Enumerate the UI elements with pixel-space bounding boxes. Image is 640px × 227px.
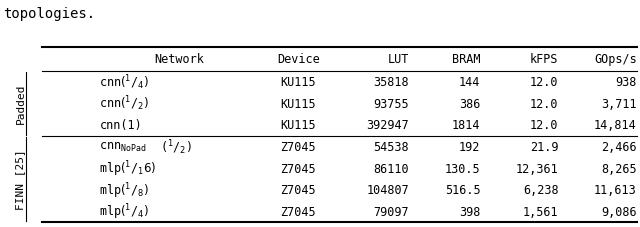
Text: 12.0: 12.0: [530, 119, 559, 132]
Text: 54538: 54538: [373, 140, 409, 153]
Text: 398: 398: [459, 205, 481, 218]
Text: $\mathtt{mlp}(^1\mathtt{/}_16)$: $\mathtt{mlp}(^1\mathtt{/}_16)$: [99, 159, 157, 178]
Text: 1814: 1814: [452, 119, 481, 132]
Text: kFPS: kFPS: [530, 53, 559, 66]
Text: 130.5: 130.5: [445, 162, 481, 175]
Text: 93755: 93755: [373, 97, 409, 110]
Text: topologies.: topologies.: [3, 7, 95, 21]
Text: 516.5: 516.5: [445, 184, 481, 197]
Text: Z7045: Z7045: [280, 205, 316, 218]
Text: KU115: KU115: [280, 119, 316, 132]
Text: KU115: KU115: [280, 76, 316, 89]
Text: 14,814: 14,814: [594, 119, 637, 132]
Text: Z7045: Z7045: [280, 162, 316, 175]
Text: 79097: 79097: [373, 205, 409, 218]
Text: $\mathtt{cnn}(^1\mathtt{/}_2)$: $\mathtt{cnn}(^1\mathtt{/}_2)$: [99, 94, 149, 113]
Text: 12.0: 12.0: [530, 97, 559, 110]
Text: KU115: KU115: [280, 97, 316, 110]
Text: 11,613: 11,613: [594, 184, 637, 197]
Text: Z7045: Z7045: [280, 140, 316, 153]
Text: 392947: 392947: [366, 119, 409, 132]
Text: $\mathtt{mlp}(^1\mathtt{/}_4)$: $\mathtt{mlp}(^1\mathtt{/}_4)$: [99, 202, 149, 221]
Text: 938: 938: [616, 76, 637, 89]
Text: cnn(1): cnn(1): [99, 119, 142, 132]
Text: Network: Network: [154, 53, 204, 66]
Text: 9,086: 9,086: [601, 205, 637, 218]
Text: 144: 144: [459, 76, 481, 89]
Text: $\mathtt{(}^1\mathtt{/}_2\mathtt{)}$: $\mathtt{(}^1\mathtt{/}_2\mathtt{)}$: [160, 138, 193, 156]
Text: FINN [25]: FINN [25]: [15, 149, 26, 210]
Text: Device: Device: [277, 53, 320, 66]
Text: LUT: LUT: [388, 53, 409, 66]
Text: 192: 192: [459, 140, 481, 153]
Text: $\mathtt{cnn}(^1\mathtt{/}_4)$: $\mathtt{cnn}(^1\mathtt{/}_4)$: [99, 73, 149, 91]
Text: 86110: 86110: [373, 162, 409, 175]
Text: GOps/s: GOps/s: [594, 53, 637, 66]
Text: BRAM: BRAM: [452, 53, 481, 66]
Text: 2,466: 2,466: [601, 140, 637, 153]
Text: Z7045: Z7045: [280, 184, 316, 197]
Text: 386: 386: [459, 97, 481, 110]
Text: 12.0: 12.0: [530, 76, 559, 89]
Text: 35818: 35818: [373, 76, 409, 89]
Text: 6,238: 6,238: [523, 184, 559, 197]
Text: 8,265: 8,265: [601, 162, 637, 175]
Text: Padded: Padded: [15, 84, 26, 124]
Text: $\mathtt{mlp}(^1\mathtt{/}_8)$: $\mathtt{mlp}(^1\mathtt{/}_8)$: [99, 180, 149, 200]
Text: 3,711: 3,711: [601, 97, 637, 110]
Text: 21.9: 21.9: [530, 140, 559, 153]
Text: 104807: 104807: [366, 184, 409, 197]
Text: $\mathtt{cnn}_{\mathtt{NoPad}}$: $\mathtt{cnn}_{\mathtt{NoPad}}$: [99, 140, 147, 153]
Text: 1,561: 1,561: [523, 205, 559, 218]
Text: 12,361: 12,361: [516, 162, 559, 175]
